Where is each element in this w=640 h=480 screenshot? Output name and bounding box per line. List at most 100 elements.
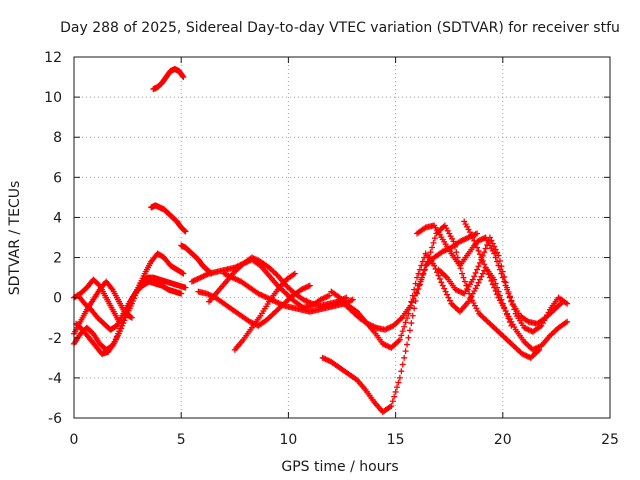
y-tick-label: 2 [53, 251, 62, 267]
data-point [427, 249, 434, 256]
data-point [424, 258, 431, 265]
data-point [494, 249, 501, 256]
y-tick-label: 4 [53, 210, 62, 226]
data-point [95, 281, 102, 288]
data-point [179, 73, 186, 80]
data-point [326, 292, 333, 299]
data-point [435, 272, 442, 279]
data-point [495, 262, 502, 269]
data-point [495, 252, 502, 259]
data-point [404, 315, 411, 322]
y-tick-label: -2 [48, 331, 62, 347]
data-point [488, 277, 495, 284]
data-point [466, 290, 473, 297]
data-point [421, 266, 428, 273]
data-point [491, 243, 498, 250]
data-point [479, 270, 486, 277]
y-tick-label: 10 [44, 90, 62, 106]
data-point [420, 270, 427, 277]
data-point [414, 274, 421, 281]
y-axis-label: SDTVAR / TECUs [7, 181, 23, 296]
data-point [564, 318, 571, 325]
data-point [496, 257, 503, 264]
data-point [180, 74, 187, 81]
data-point [491, 276, 498, 283]
data-point [461, 278, 468, 285]
series-arc-morning-d [71, 278, 135, 337]
data-point [182, 284, 189, 291]
data-point [445, 294, 452, 301]
data-point [453, 249, 460, 256]
data-point [474, 282, 481, 289]
data-point [506, 293, 513, 300]
data-point [116, 318, 123, 325]
y-tick-label: 0 [53, 291, 62, 307]
data-point [431, 262, 438, 269]
data-point [343, 294, 350, 301]
data-point [492, 280, 499, 287]
series-arc-top [150, 66, 187, 93]
data-point [492, 246, 499, 253]
x-tick-label: 0 [70, 432, 79, 448]
data-point [411, 305, 418, 312]
data-point [426, 253, 433, 260]
data-point [436, 275, 443, 282]
data-point [409, 299, 416, 306]
data-point [119, 320, 126, 327]
data-point [475, 279, 482, 286]
data-point [405, 334, 412, 341]
data-point [450, 238, 457, 245]
data-point [414, 285, 421, 292]
series-arc-midday-e [221, 270, 356, 315]
data-point [478, 273, 485, 280]
data-point [391, 393, 398, 400]
data-point [181, 227, 188, 234]
data-point [291, 270, 298, 277]
data-point [388, 402, 395, 409]
data-point [399, 328, 406, 335]
chart-title: Day 288 of 2025, Sidereal Day-to-day VTE… [60, 20, 620, 36]
data-point [441, 285, 448, 292]
data-point [505, 288, 512, 295]
data-point [481, 249, 488, 256]
series-arc-midday-a [188, 254, 350, 309]
data-point [474, 266, 481, 273]
y-tick-label: -6 [48, 411, 62, 427]
data-point [408, 320, 415, 327]
data-point [423, 262, 430, 269]
data-point [178, 290, 185, 297]
series-arc-late [461, 218, 571, 353]
data-point [501, 273, 508, 280]
data-point [444, 291, 451, 298]
data-point [442, 288, 449, 295]
data-point [179, 269, 186, 276]
data-point [499, 268, 506, 275]
data-point [398, 368, 405, 375]
x-tick-label: 10 [279, 432, 297, 448]
data-point [499, 274, 506, 281]
data-point [395, 379, 402, 386]
data-point [474, 230, 481, 237]
data-point [459, 270, 466, 277]
data-point [481, 261, 488, 268]
data-point [478, 254, 485, 261]
data-point [306, 282, 313, 289]
series-arc-afternoon-c [339, 222, 543, 361]
data-point [113, 333, 120, 340]
series-arc-morning-c [75, 278, 185, 333]
data-point [407, 302, 414, 309]
data-point [402, 319, 409, 326]
data-point [404, 341, 411, 348]
data-point [429, 244, 436, 251]
data-point [486, 234, 493, 241]
data-point [511, 306, 518, 313]
x-tick-label: 15 [387, 432, 405, 448]
data-point [472, 269, 479, 276]
data-point [430, 239, 437, 246]
data-point [446, 297, 453, 304]
series-arc-midday-d [231, 270, 298, 353]
data-point [491, 250, 498, 257]
y-tick-label: -4 [48, 371, 62, 387]
data-point [564, 300, 571, 307]
